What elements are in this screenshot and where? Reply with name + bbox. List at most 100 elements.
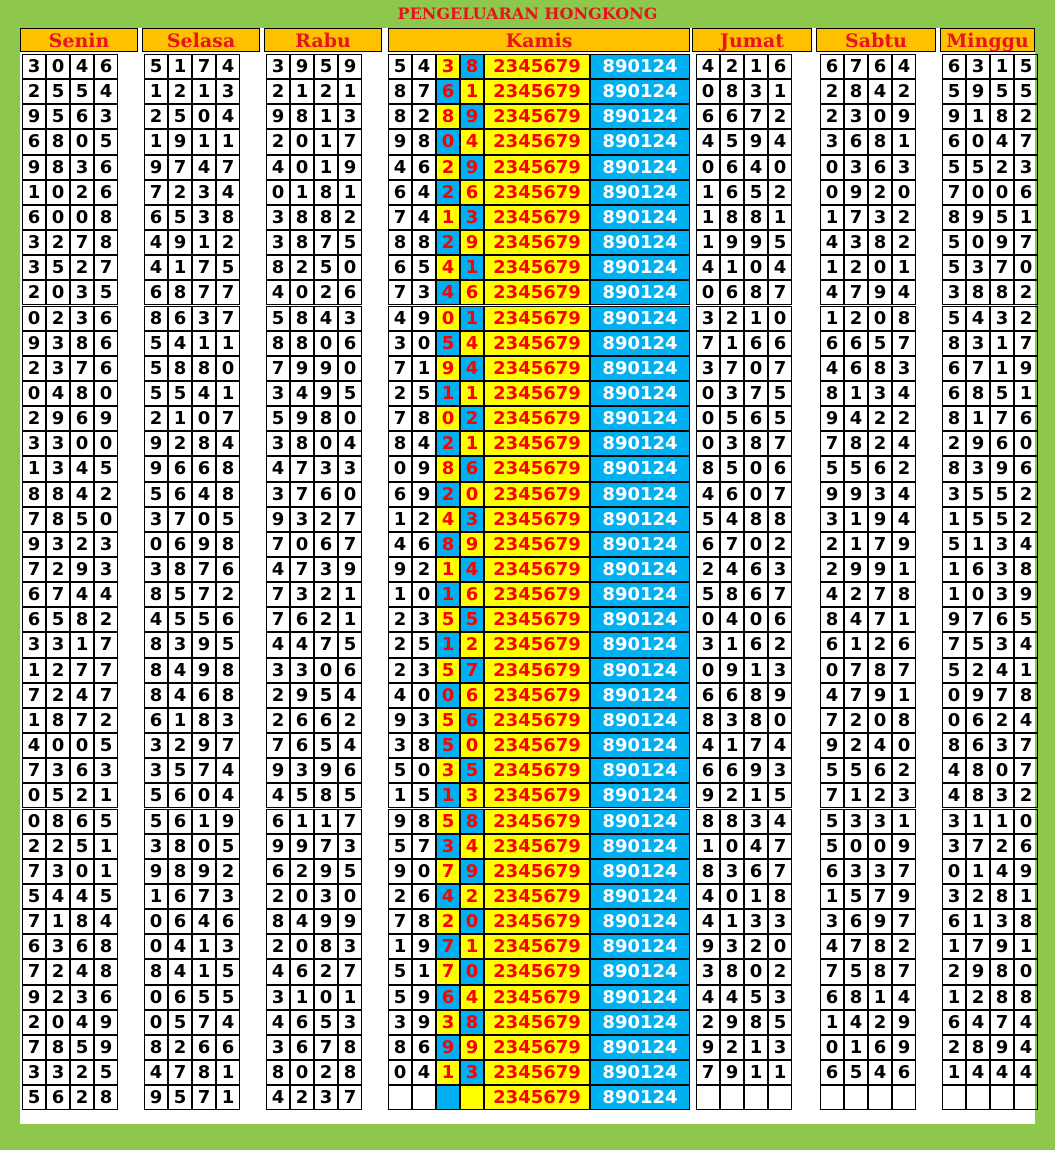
- digit-cell-kamis: 3: [412, 607, 436, 633]
- digit-cell-minggu: 6: [942, 380, 966, 407]
- digit-cell-minggu: 0: [1014, 431, 1038, 457]
- digit-cell-senin: 6: [46, 1085, 70, 1111]
- digit-cell-sabtu: 1: [844, 632, 868, 658]
- digit-cell-kamis: 7: [412, 79, 436, 105]
- digit-cell-selasa: 7: [192, 1009, 216, 1035]
- digit-cell-selasa: 2: [216, 582, 240, 608]
- digit-cell-kamis: 4: [460, 833, 484, 859]
- digit-cell-selasa: 7: [168, 154, 192, 180]
- digit-cell-selasa: 6: [168, 481, 192, 507]
- digit-cell-kamis: 0: [460, 481, 484, 507]
- digit-cell-sabtu: 5: [820, 456, 844, 482]
- digit-cell-jumat: 2: [720, 54, 744, 80]
- digit-cell-minggu: 0: [966, 582, 990, 608]
- kamis-fixed-b: 890124: [590, 230, 690, 256]
- digit-cell-kamis: 1: [460, 934, 484, 960]
- digit-cell-senin: 7: [22, 909, 46, 935]
- kamis-fixed-a: 2345679: [484, 230, 590, 256]
- digit-cell-jumat: 7: [768, 431, 792, 457]
- kamis-fixed-b: 890124: [590, 1085, 690, 1111]
- digit-cell-sabtu: 9: [868, 682, 892, 708]
- digit-cell-sabtu: 7: [820, 783, 844, 809]
- kamis-fixed-a: 2345679: [484, 280, 590, 306]
- digit-cell-sabtu: 7: [868, 883, 892, 910]
- digit-cell-kamis: 8: [388, 1034, 412, 1060]
- digit-cell-selasa: 8: [144, 1034, 168, 1060]
- digit-cell-kamis: 9: [388, 858, 412, 884]
- digit-cell-kamis: 1: [388, 783, 412, 809]
- digit-cell-senin: 2: [70, 1060, 94, 1086]
- kamis-fixed-a: 2345679: [484, 1085, 590, 1111]
- digit-cell-sabtu: 5: [820, 758, 844, 784]
- digit-cell-sabtu: 8: [868, 934, 892, 960]
- kamis-fixed-a: 2345679: [484, 657, 590, 683]
- digit-cell-jumat: 5: [696, 582, 720, 608]
- digit-cell-sabtu: 9: [844, 481, 868, 507]
- kamis-fixed-b: 890124: [590, 1009, 690, 1035]
- digit-cell-jumat: 3: [768, 557, 792, 583]
- digit-cell-minggu: 7: [1014, 758, 1038, 784]
- digit-cell-senin: 5: [22, 883, 46, 910]
- digit-cell-rabu: 4: [290, 380, 314, 407]
- digit-cell-jumat: 4: [720, 607, 744, 633]
- digit-cell-rabu: 2: [266, 129, 290, 155]
- digit-cell-jumat: 7: [768, 481, 792, 507]
- digit-cell-minggu: 2: [1014, 506, 1038, 532]
- digit-cell-senin: 2: [70, 1085, 94, 1111]
- digit-cell-kamis: 8: [436, 531, 460, 557]
- digit-cell-sabtu: 8: [844, 984, 868, 1010]
- digit-cell-rabu: 3: [266, 204, 290, 231]
- digit-cell-minggu: 3: [942, 833, 966, 859]
- digit-cell-jumat: 6: [720, 154, 744, 180]
- digit-cell-rabu: 1: [338, 179, 362, 205]
- digit-cell-senin: 2: [70, 783, 94, 809]
- digit-cell-minggu: 4: [1014, 1060, 1038, 1086]
- digit-cell-rabu: 5: [314, 682, 338, 708]
- digit-cell-selasa: 8: [168, 858, 192, 884]
- digit-cell-kamis: 0: [436, 406, 460, 432]
- digit-cell-minggu: 9: [966, 682, 990, 708]
- digit-cell-jumat: 6: [768, 607, 792, 633]
- digit-cell-selasa: 8: [216, 531, 240, 557]
- digit-cell-jumat: 8: [744, 204, 768, 231]
- digit-cell-rabu: 6: [314, 707, 338, 734]
- digit-cell-selasa: 3: [216, 79, 240, 105]
- digit-cell-jumat: 6: [744, 858, 768, 884]
- digit-cell-rabu: 7: [338, 1085, 362, 1111]
- digit-cell-rabu: 2: [290, 255, 314, 281]
- digit-cell-selasa: 5: [168, 607, 192, 633]
- kamis-fixed-a: 2345679: [484, 1009, 590, 1035]
- digit-cell-selasa: 5: [216, 255, 240, 281]
- digit-cell-kamis: 8: [412, 230, 436, 256]
- digit-cell-sabtu: 6: [844, 330, 868, 356]
- digit-cell-senin: 0: [70, 431, 94, 457]
- digit-cell-rabu: 6: [290, 733, 314, 759]
- digit-cell-selasa: 5: [168, 758, 192, 784]
- digit-cell-senin: 0: [94, 506, 118, 532]
- digit-cell-jumat: 6: [696, 758, 720, 784]
- digit-cell-kamis: 3: [412, 280, 436, 306]
- digit-cell-kamis: 9: [460, 531, 484, 557]
- digit-cell-senin: 3: [46, 355, 70, 381]
- digit-cell-sabtu: 6: [820, 858, 844, 884]
- digit-cell-jumat: [744, 1085, 768, 1111]
- kamis-fixed-a: 2345679: [484, 355, 590, 381]
- digit-cell-kamis: 6: [388, 179, 412, 205]
- digit-cell-senin: 8: [70, 607, 94, 633]
- digit-cell-sabtu: 7: [844, 657, 868, 683]
- digit-cell-sabtu: 1: [892, 255, 916, 281]
- digit-cell-jumat: 3: [744, 909, 768, 935]
- digit-cell-kamis: 9: [388, 808, 412, 834]
- kamis-fixed-b: 890124: [590, 104, 690, 130]
- digit-cell-kamis: 5: [388, 54, 412, 80]
- digit-cell-rabu: 7: [290, 456, 314, 482]
- digit-cell-sabtu: 0: [868, 833, 892, 859]
- digit-cell-minggu: 8: [966, 280, 990, 306]
- digit-cell-jumat: 4: [768, 255, 792, 281]
- digit-cell-jumat: 4: [696, 255, 720, 281]
- kamis-fixed-a: 2345679: [484, 582, 590, 608]
- digit-cell-sabtu: 1: [892, 557, 916, 583]
- digit-cell-kamis: 9: [388, 707, 412, 734]
- digit-cell-minggu: 3: [1014, 154, 1038, 180]
- digit-cell-jumat: 9: [744, 758, 768, 784]
